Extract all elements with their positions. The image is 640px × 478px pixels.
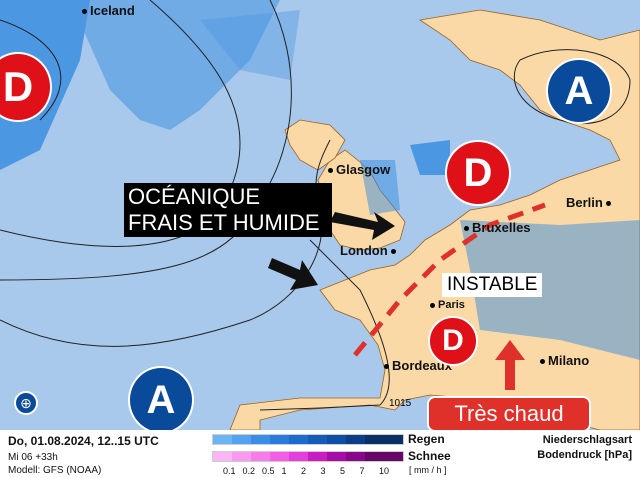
city-bruxelles: Bruxelles bbox=[464, 220, 531, 235]
scale-tick: 1 bbox=[281, 466, 287, 476]
scale-swatch bbox=[308, 452, 327, 461]
scale-swatch bbox=[232, 435, 251, 444]
scale-tick: 0.1 bbox=[223, 466, 236, 476]
legend-title-pressure: Bodendruck [hPa] bbox=[537, 449, 632, 461]
scale-swatch bbox=[365, 452, 403, 461]
oceanic-label: OCÉANIQUE FRAIS ET HUMIDE bbox=[124, 183, 332, 237]
scale-swatch bbox=[365, 435, 403, 444]
instable-label: INSTABLE bbox=[442, 273, 543, 297]
globe-icon[interactable]: ⊕ bbox=[14, 391, 38, 415]
scale-tick: 0.5 bbox=[262, 466, 275, 476]
city-iceland: Iceland bbox=[82, 3, 135, 18]
rain-label: Regen bbox=[408, 432, 445, 446]
scale-swatch bbox=[346, 452, 365, 461]
arrows bbox=[268, 212, 395, 290]
snow-scale bbox=[212, 451, 404, 462]
scale-swatch bbox=[251, 435, 270, 444]
low-pressure-center: D bbox=[0, 52, 52, 122]
scale-swatch bbox=[346, 435, 365, 444]
tres-chaud-label: Très chaud bbox=[427, 396, 591, 430]
scale-tick: 7 bbox=[359, 466, 365, 476]
scale-swatch bbox=[251, 452, 270, 461]
instability-line bbox=[353, 202, 546, 357]
scale-swatch bbox=[232, 452, 251, 461]
forecast-date: Do, 01.08.2024, 12..15 UTC bbox=[8, 434, 159, 448]
city-berlin: Berlin bbox=[566, 195, 611, 210]
scale-tick: 2 bbox=[301, 466, 307, 476]
rain-scale bbox=[212, 434, 404, 445]
scale-swatch bbox=[213, 435, 232, 444]
isobar-label: 1015 bbox=[389, 398, 412, 409]
hot-arrow bbox=[495, 340, 525, 390]
scale-swatch bbox=[270, 435, 289, 444]
scale-tick: 0.2 bbox=[242, 466, 256, 476]
low-pressure-center: D bbox=[445, 140, 511, 206]
scale-tick: 3 bbox=[320, 466, 326, 476]
city-paris: Paris bbox=[430, 299, 465, 311]
unit-label: [ mm / h ] bbox=[409, 465, 447, 475]
city-milano: Milano bbox=[540, 353, 589, 368]
model-name: Modell: GFS (NOAA) bbox=[8, 465, 102, 476]
scale-swatch bbox=[213, 452, 232, 461]
high-pressure-center: A bbox=[128, 366, 194, 430]
weather-map: 1015 Iceland Glasgow London Bruxelles Pa… bbox=[0, 0, 640, 430]
low-pressure-center: D bbox=[428, 316, 478, 366]
city-london: London bbox=[340, 243, 396, 258]
scale-tick: 5 bbox=[340, 466, 346, 476]
scale-swatch bbox=[289, 452, 308, 461]
high-pressure-center: A bbox=[546, 58, 612, 124]
scale-swatch bbox=[308, 435, 327, 444]
legend-title-precip: Niederschlagsart bbox=[542, 434, 632, 446]
city-glasgow: Glasgow bbox=[328, 162, 390, 177]
scale-tick: 10 bbox=[379, 466, 390, 476]
scale-swatch bbox=[289, 435, 308, 444]
scale-swatch bbox=[270, 452, 289, 461]
city-bordeaux: Bordeaux bbox=[384, 358, 452, 373]
scale-swatch bbox=[327, 435, 346, 444]
snow-label: Schnee bbox=[408, 449, 451, 463]
scale-swatch bbox=[327, 452, 346, 461]
legend-panel: Do, 01.08.2024, 12..15 UTC Mi 06 +33h Mo… bbox=[0, 430, 640, 478]
forecast-run: Mi 06 +33h bbox=[8, 452, 58, 463]
